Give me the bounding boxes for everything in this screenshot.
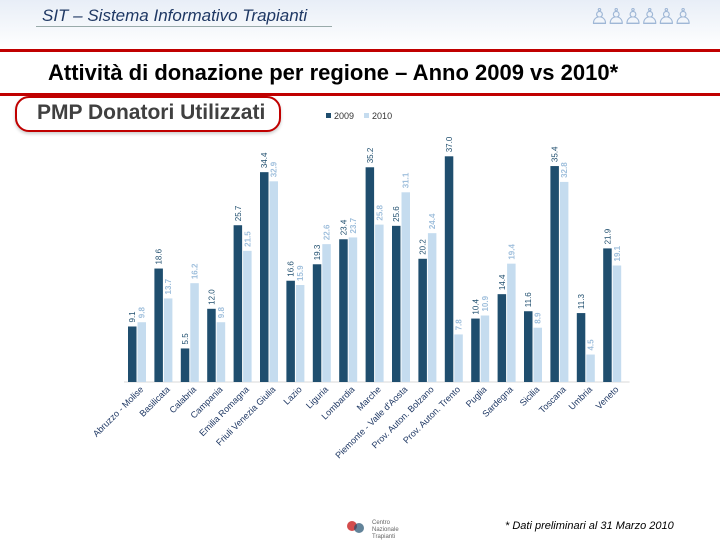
data-label-2009-7: 19.3 <box>313 244 322 260</box>
app-title-underline <box>36 4 332 27</box>
data-label-2009-14: 14.4 <box>498 274 507 290</box>
data-label-2010-15: 8.9 <box>534 312 543 324</box>
data-label-2009-2: 5.5 <box>181 333 190 345</box>
data-label-2010-16: 32.8 <box>560 162 569 178</box>
bar-2009-7 <box>312 264 322 382</box>
category-label-6: Lazio <box>282 384 304 406</box>
bar-2009-0 <box>128 326 137 382</box>
data-label-2009-18: 21.9 <box>603 228 612 244</box>
category-label-15: Sicilia <box>518 384 542 408</box>
bar-2009-3 <box>207 308 216 382</box>
bar-2010-7 <box>322 244 331 382</box>
bar-2010-9 <box>375 224 384 382</box>
bar-2010-6 <box>295 285 305 382</box>
cnt-logo-icon <box>347 521 364 533</box>
section-title-box: PMP Donatori Utilizzati <box>15 96 281 132</box>
bar-2009-2 <box>180 348 190 382</box>
data-label-2009-3: 12.0 <box>207 289 216 305</box>
category-label-13: Puglia <box>464 384 489 409</box>
bar-2010-11 <box>427 233 437 382</box>
data-label-2009-16: 35.4 <box>551 146 560 162</box>
bar-2010-16 <box>559 181 569 382</box>
data-label-2009-15: 11.6 <box>524 292 533 308</box>
bar-2009-17 <box>576 313 586 382</box>
data-label-2009-10: 25.6 <box>392 206 401 222</box>
bar-2009-11 <box>418 258 427 382</box>
bar-2009-12 <box>444 156 454 382</box>
bar-2010-17 <box>586 354 595 382</box>
data-label-2009-1: 18.6 <box>155 248 164 264</box>
data-label-2010-18: 19.1 <box>613 245 622 261</box>
data-label-2010-11: 24.4 <box>428 213 437 229</box>
bar-2009-1 <box>154 268 163 382</box>
bar-2009-6 <box>286 280 295 382</box>
bar-2010-2 <box>190 283 199 382</box>
header-bar: SIT – Sistema Informativo Trapianti ♙♙♙♙… <box>0 0 720 52</box>
data-label-2010-3: 9.8 <box>217 307 226 319</box>
bar-2009-10 <box>392 225 401 382</box>
data-label-2009-5: 34.4 <box>260 152 269 168</box>
chart-legend: 2009 2010 <box>326 110 392 121</box>
bar-2010-1 <box>163 298 173 382</box>
data-label-2009-8: 23.4 <box>339 219 348 235</box>
bar-2010-3 <box>216 322 226 382</box>
data-label-2009-11: 20.2 <box>419 239 428 255</box>
page-title: Attività di donazione per regione – Anno… <box>48 60 619 85</box>
legend-swatch-2009 <box>326 113 331 119</box>
bar-2010-10 <box>401 192 410 382</box>
bar-2010-18 <box>612 265 622 382</box>
section-title: PMP Donatori Utilizzati <box>37 101 266 124</box>
data-label-2010-0: 9.8 <box>138 307 147 319</box>
logo-text: Centro Nazionale Trapianti <box>372 520 399 540</box>
data-label-2010-4: 21.5 <box>243 231 252 247</box>
data-label-2010-2: 16.2 <box>191 263 200 279</box>
data-label-2010-1: 13.7 <box>164 278 173 294</box>
bar-2010-13 <box>480 315 490 382</box>
bar-2010-14 <box>507 263 516 382</box>
bar-2009-18 <box>603 248 612 382</box>
data-label-2009-9: 35.2 <box>366 147 375 163</box>
bar-2009-9 <box>365 167 375 382</box>
bar-2009-13 <box>471 318 480 382</box>
bar-2010-12 <box>454 334 463 382</box>
people-logo-icon: ♙♙♙♙♙♙ <box>589 4 693 29</box>
data-label-2009-13: 10.4 <box>471 298 480 314</box>
category-label-16: Toscana <box>537 384 568 415</box>
data-label-2010-8: 23.7 <box>349 217 358 233</box>
bar-2009-4 <box>233 225 243 382</box>
legend-label-2009: 2009 <box>334 110 355 121</box>
footnote: * Dati preliminari al 31 Marzo 2010 <box>505 520 674 532</box>
bar-2010-15 <box>533 327 542 382</box>
bar-2010-5 <box>269 181 278 382</box>
data-label-2010-7: 22.6 <box>323 224 332 240</box>
category-label-18: Veneto <box>594 384 621 411</box>
bar-2009-15 <box>524 311 533 382</box>
data-label-2010-9: 25.8 <box>375 204 384 220</box>
bar-2010-4 <box>243 250 252 382</box>
bar-2010-8 <box>348 237 358 382</box>
data-label-2010-6: 15.9 <box>296 265 305 281</box>
data-label-2010-13: 10.9 <box>481 295 490 311</box>
data-label-2010-10: 31.1 <box>402 172 411 188</box>
data-label-2009-12: 37.0 <box>445 136 454 152</box>
data-label-2010-12: 7.8 <box>455 319 464 331</box>
data-label-2009-4: 25.7 <box>234 205 243 221</box>
bar-2009-5 <box>260 172 269 382</box>
data-label-2009-6: 16.6 <box>287 261 296 277</box>
bar-2010-0 <box>137 322 146 382</box>
bar-2009-14 <box>497 294 507 382</box>
data-label-2010-14: 19.4 <box>507 244 516 260</box>
data-label-2010-5: 32.9 <box>270 161 279 177</box>
bar-2009-8 <box>339 239 348 382</box>
chart-frame <box>0 93 720 500</box>
data-label-2009-0: 9.1 <box>128 311 137 323</box>
bar-2009-16 <box>550 166 559 382</box>
app-title: SIT – Sistema Informativo Trapianti <box>42 6 308 25</box>
legend-swatch-2010 <box>364 113 370 119</box>
data-label-2010-17: 4.5 <box>587 339 596 351</box>
category-label-17: Umbria <box>567 384 595 412</box>
legend-label-2010: 2010 <box>372 110 393 121</box>
data-label-2009-17: 11.3 <box>577 294 586 310</box>
